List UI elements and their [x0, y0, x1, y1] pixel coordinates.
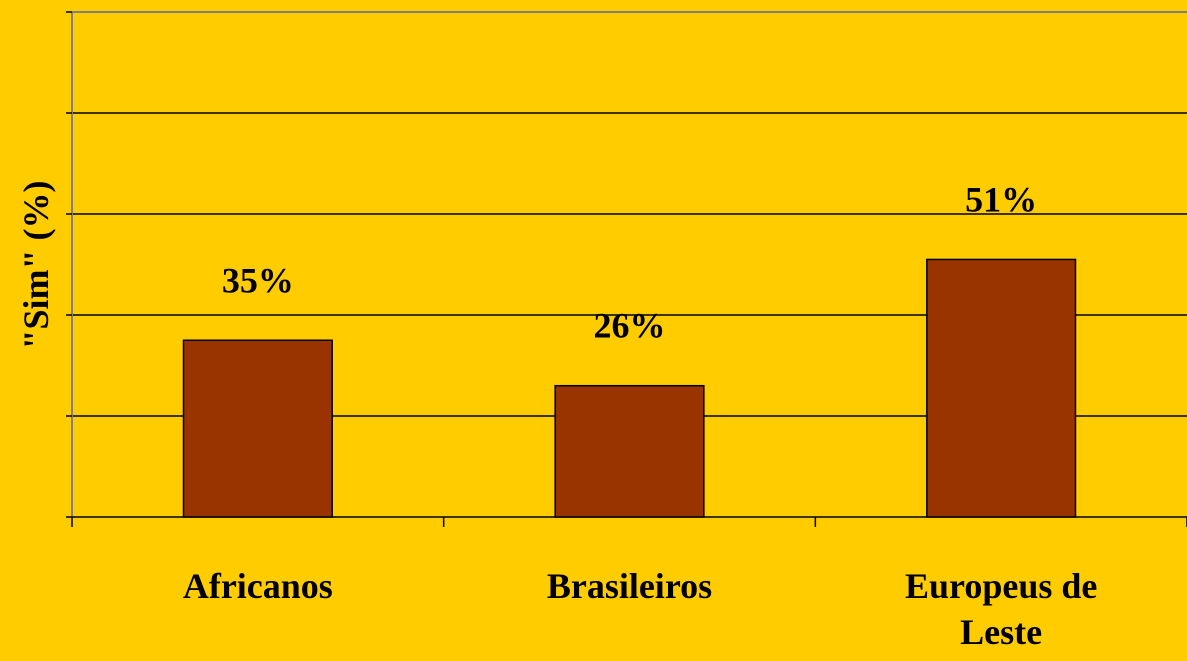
data-label: 26%: [594, 306, 666, 346]
bar: [182, 339, 333, 518]
category-labels: Africanos Brasileiros Europeus de Leste: [183, 566, 1098, 652]
bar: [554, 384, 705, 518]
bars: [182, 258, 1077, 518]
category-label: Europeus de Leste: [905, 566, 1097, 652]
y-axis-title: "Sim" (%): [16, 181, 56, 350]
data-labels: 35% 26% 51%: [222, 179, 1037, 345]
data-label: 51%: [965, 179, 1037, 219]
data-label: 35%: [222, 260, 294, 300]
category-label: Brasileiros: [547, 566, 712, 606]
category-label: Africanos: [183, 566, 333, 606]
bar: [926, 258, 1077, 518]
